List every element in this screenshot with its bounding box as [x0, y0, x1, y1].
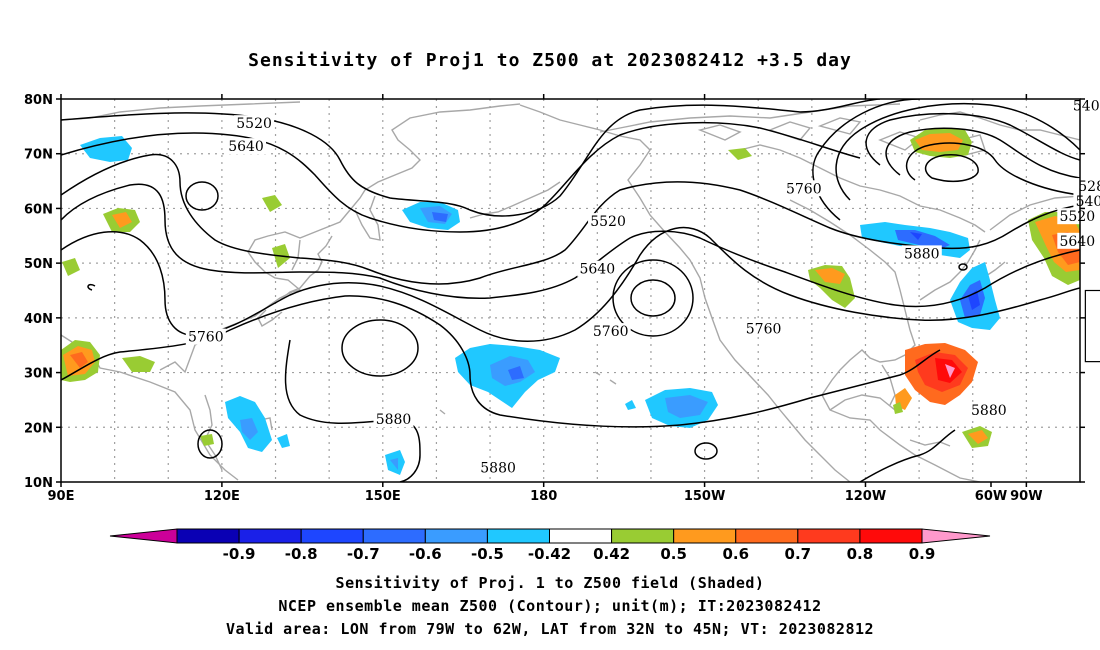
contour-labels: 5520564054005280540055205640576055205640… [185, 97, 1100, 476]
lon-tick-label: 60W [975, 489, 1007, 504]
contour-label: 5400 [1073, 99, 1100, 115]
colorbar-bin [673, 528, 737, 544]
contour-label: 5640 [228, 139, 264, 155]
lat-tick-label: 60N [24, 202, 53, 217]
colorbar-bin [300, 528, 364, 544]
colorbar-label: 0.7 [785, 545, 812, 563]
contour-label-bg [234, 115, 275, 132]
contour-label-bg [478, 459, 519, 476]
lat-tick-label: 70N [24, 148, 53, 163]
lat-tick-label: 40N [24, 312, 53, 327]
contour-label: 5760 [188, 330, 224, 346]
contour-label-bg [743, 320, 784, 337]
coastlines [61, 101, 1080, 482]
colorbar-above-triangle [921, 528, 991, 544]
sensitivity-shading [61, 128, 1080, 475]
colorbar-label: 0.9 [909, 545, 936, 563]
colorbar-label: 0.8 [847, 545, 874, 563]
lon-tick-label: 150W [684, 489, 725, 504]
lat-tick-label: 20N [24, 421, 53, 436]
lon-tick-label: 90E [48, 489, 75, 504]
contour-label: 5880 [904, 246, 940, 262]
colorbar-label: -0.6 [409, 545, 442, 563]
contour-label: 5640 [1059, 234, 1095, 250]
colorbar-label: -0.5 [471, 545, 504, 563]
contour-label: 5640 [579, 262, 615, 278]
contour-label-bg [901, 245, 942, 262]
contour-label: 5880 [971, 403, 1007, 419]
colorbar-label: -0.7 [347, 545, 380, 563]
contour-label-bg [226, 138, 267, 155]
contour-label: 5880 [376, 412, 412, 428]
contour-label: 5400 [1076, 194, 1100, 210]
colorbar-bin [797, 528, 861, 544]
lat-tick-label: 10N [24, 476, 53, 491]
contour-label-bg [968, 401, 1009, 418]
contour-label: 5760 [746, 321, 782, 337]
contour-label: 5280 [1078, 179, 1100, 195]
lon-tick-label: 90W [1010, 489, 1042, 504]
contour-label: 5520 [236, 116, 272, 132]
valid-area-box [1084, 289, 1100, 363]
colorbar-label: -0.9 [223, 545, 256, 563]
lon-tick-label: 120W [845, 489, 886, 504]
colorbar-bin [362, 528, 426, 544]
contour-label: 5520 [1059, 209, 1095, 225]
colorbar-bin [549, 528, 613, 544]
contour-label: 5760 [786, 181, 822, 197]
colorbar-bin [176, 528, 240, 544]
contour-label: 5880 [480, 460, 516, 476]
colorbar-bin [611, 528, 675, 544]
contour-label-bg [1070, 97, 1100, 114]
contour-label-bg [373, 411, 414, 428]
plot-frame [60, 98, 1081, 483]
colorbar-bin [238, 528, 302, 544]
colorbar-label: -0.8 [285, 545, 318, 563]
lon-tick-label: 120E [204, 489, 240, 504]
contour-label-bg [1057, 232, 1098, 249]
lon-tick-label: 150E [365, 489, 401, 504]
lat-tick-label: 30N [24, 367, 53, 382]
contour-label-bg [588, 213, 629, 230]
contour-label-bg [1057, 208, 1098, 225]
contour-label-bg [590, 323, 631, 340]
lat-tick-label: 80N [24, 93, 53, 108]
caption-line-2: NCEP ensemble mean Z500 (Contour); unit(… [278, 597, 822, 615]
colorbar-bin [735, 528, 799, 544]
colorbar-bin [424, 528, 488, 544]
lon-tick-label: 180 [530, 489, 557, 504]
colorbar-label: 0.42 [593, 545, 630, 563]
contour-label-bg [185, 328, 226, 345]
colorbar-label: 0.6 [722, 545, 749, 563]
chart-title: Sensitivity of Proj1 to Z500 at 20230824… [248, 50, 852, 71]
colorbar-below-triangle [109, 528, 178, 544]
contour-label: 5520 [590, 214, 626, 230]
colorbar-bin [486, 528, 550, 544]
colorbar-label: 0.5 [660, 545, 687, 563]
lat-tick-label: 50N [24, 257, 53, 272]
colorbar-bin [859, 528, 923, 544]
contour-label: 5760 [593, 324, 629, 340]
caption-line-3: Valid area: LON from 79W to 62W, LAT fro… [225, 620, 875, 638]
colorbar-label: -0.42 [528, 545, 571, 563]
colorbar: -0.9 -0.8 -0.7 -0.6 -0.5 -0.42 0.42 0.5 0.6 0.7 0.… [109, 528, 991, 563]
contour-label-bg [577, 260, 618, 277]
caption-line-1: Sensitivity of Proj. 1 to Z500 field (Sh… [335, 574, 765, 592]
contour-label-bg [783, 180, 824, 197]
contour-label-bg [1076, 178, 1100, 195]
